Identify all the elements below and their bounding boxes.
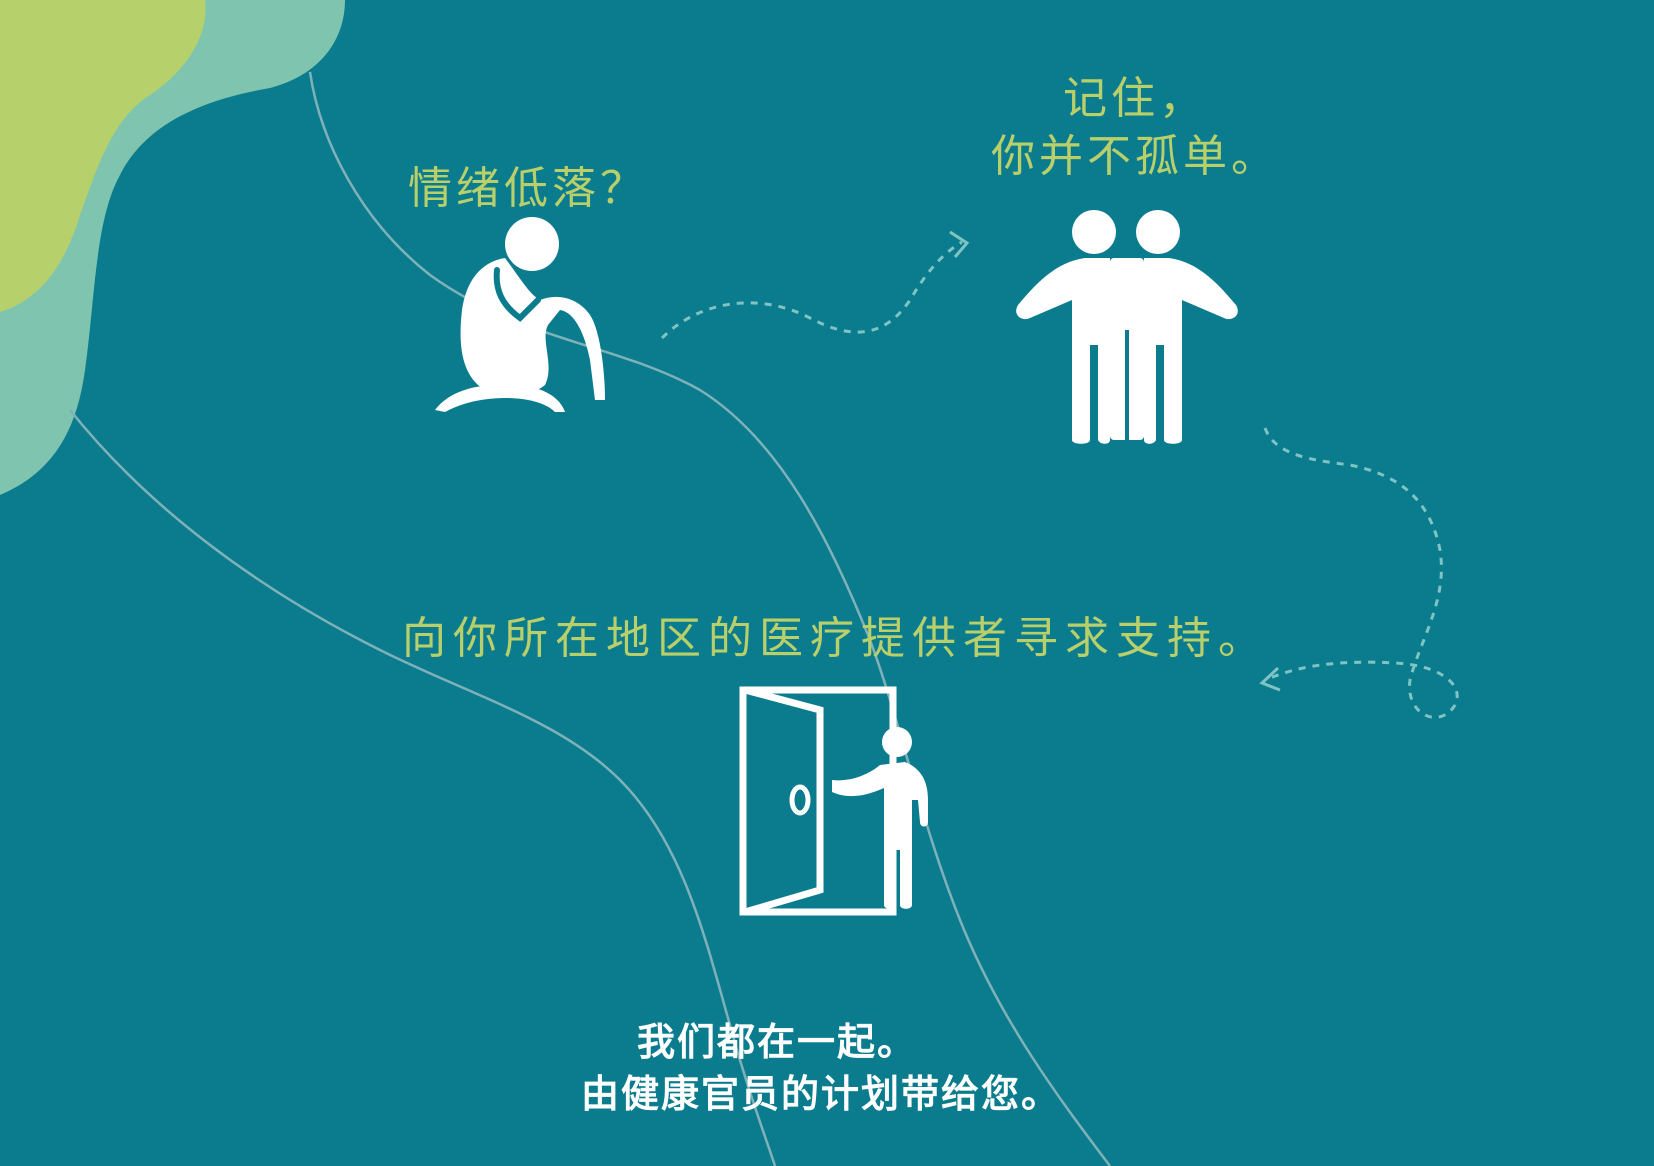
green-blob	[0, 0, 206, 312]
dashed-arrow-curl	[1263, 427, 1459, 719]
footer-line-1: 我们都在一起。	[636, 1020, 917, 1064]
flow-line-2	[69, 409, 777, 1166]
dashed-arrow-right	[660, 240, 963, 340]
remember-text: 记住， 你并不孤单。	[990, 70, 1280, 186]
remember-line-2: 你并不孤单。	[991, 131, 1279, 182]
remember-line-1: 记住，	[1063, 73, 1207, 124]
footer: 我们都在一起。 由健康官员的计划带给您。	[0, 1016, 1654, 1120]
arrowhead-left	[1259, 666, 1281, 692]
flow-line-1	[308, 71, 1111, 1166]
footer-line-2: 由健康官员的计划带给您。	[580, 1072, 1061, 1116]
arrowhead-right	[949, 230, 970, 258]
feeling-down-text: 情绪低落？	[408, 163, 648, 214]
seek-support-text: 向你所在地区的医疗提供者寻求支持。	[402, 613, 1269, 664]
